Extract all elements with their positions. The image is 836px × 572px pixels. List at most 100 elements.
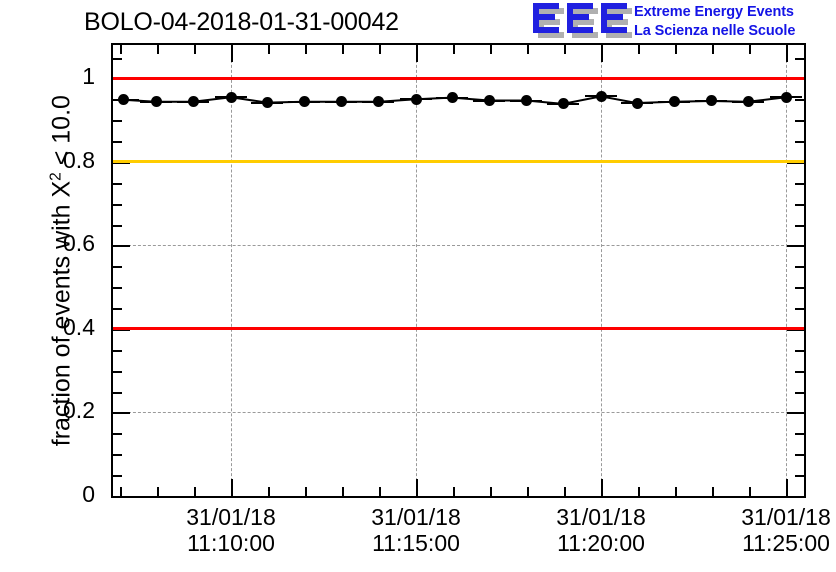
y-tick-label: 0.2: [63, 397, 95, 424]
y-minor-tick: [795, 266, 804, 269]
x-tick-label-date: 31/01/18: [186, 504, 276, 530]
y-minor-tick: [795, 349, 804, 352]
x-minor-tick: [305, 487, 307, 496]
x-tick-label: 31/01/18 11:15:00: [371, 504, 461, 556]
data-point: [631, 97, 643, 109]
data-point: [298, 96, 310, 108]
y-tick-label: 1: [82, 63, 95, 90]
series-line-0: [122, 95, 787, 105]
x-major-tick: [601, 479, 603, 496]
data-point: [335, 96, 347, 108]
y-tick-label: 0.6: [63, 230, 95, 257]
y-major-tick: [787, 245, 804, 248]
reference-line-lower-red-limit: [113, 327, 804, 331]
x-tick-label-time: 11:25:00: [742, 530, 830, 556]
y-minor-tick: [795, 120, 804, 123]
x-minor-tick: [120, 487, 122, 496]
x-tick-label-time: 11:10:00: [187, 530, 275, 556]
x-minor-tick: [120, 45, 122, 54]
x-minor-tick: [749, 45, 751, 54]
y-axis-title-wrap: fraction of events with X2 < 10.0: [30, 0, 75, 446]
y-minor-tick: [113, 182, 122, 185]
y-minor-tick: [795, 141, 804, 144]
data-point: [780, 91, 792, 103]
horizontal-gridline: [113, 412, 804, 414]
y-minor-tick: [113, 433, 122, 436]
x-minor-tick: [490, 45, 492, 54]
eee-logo-mark-icon: [533, 3, 632, 39]
y-minor-tick: [795, 475, 804, 478]
data-point: [595, 90, 607, 102]
y-minor-tick: [113, 141, 122, 144]
x-major-tick: [786, 45, 788, 62]
data-point: [150, 96, 162, 108]
data-point: [261, 97, 273, 109]
chart-title: BOLO-04-2018-01-31-00042: [84, 8, 399, 36]
plot-inner: [113, 45, 804, 496]
x-major-tick: [416, 45, 418, 62]
y-minor-tick: [795, 203, 804, 206]
y-minor-tick: [113, 391, 122, 394]
reference-line-yellow-warning-limit: [113, 160, 804, 164]
data-point: [483, 95, 495, 107]
x-minor-tick: [268, 45, 270, 54]
plot-area: [111, 43, 806, 498]
y-minor-tick: [113, 224, 122, 227]
x-minor-tick: [379, 45, 381, 54]
y-minor-tick: [113, 203, 122, 206]
x-minor-tick: [712, 487, 714, 496]
vertical-gridline: [786, 45, 787, 496]
x-major-tick: [231, 45, 233, 62]
y-minor-tick: [795, 99, 804, 102]
reference-line-upper-red-limit: [113, 76, 804, 80]
x-minor-tick: [712, 45, 714, 54]
data-point: [446, 92, 458, 104]
x-minor-tick: [305, 45, 307, 54]
x-tick-label-time: 11:20:00: [557, 530, 645, 556]
x-minor-tick: [564, 487, 566, 496]
x-minor-tick: [453, 487, 455, 496]
y-minor-tick: [795, 57, 804, 60]
y-minor-tick: [795, 182, 804, 185]
y-minor-tick: [113, 57, 122, 60]
vertical-gridline: [601, 45, 602, 496]
y-major-tick: [113, 412, 130, 415]
eee-letter-icon: [601, 3, 632, 38]
y-minor-tick: [113, 266, 122, 269]
x-minor-tick: [453, 45, 455, 54]
data-point: [225, 91, 237, 103]
y-tick-label: 0.4: [63, 313, 95, 340]
x-tick-label: 31/01/18 11:25:00: [741, 504, 831, 556]
x-minor-tick: [379, 487, 381, 496]
eee-logo-line1: Extreme Energy Events: [634, 4, 794, 20]
x-minor-tick: [527, 45, 529, 54]
x-minor-tick: [194, 45, 196, 54]
x-tick-label-date: 31/01/18: [556, 504, 646, 530]
y-minor-tick: [795, 287, 804, 290]
y-minor-tick: [113, 349, 122, 352]
y-axis-title-superscript: 2: [47, 172, 65, 181]
y-tick-label: 0: [82, 481, 95, 507]
x-tick-label: 31/01/18 11:20:00: [556, 504, 646, 556]
y-axis: fraction of events with X2 < 10.0 0 0.2 0.…: [0, 0, 103, 572]
x-minor-tick: [527, 487, 529, 496]
y-minor-tick: [113, 287, 122, 290]
y-tick-label: 0.8: [63, 146, 95, 173]
y-minor-tick: [113, 475, 122, 478]
x-minor-tick: [675, 45, 677, 54]
vertical-gridline: [231, 45, 232, 496]
y-minor-tick: [795, 391, 804, 394]
data-point: [410, 93, 422, 105]
data-point: [557, 98, 569, 110]
eee-logo: Extreme Energy Events La Scienza nelle S…: [533, 3, 833, 45]
data-point: [372, 96, 384, 108]
x-minor-tick: [268, 487, 270, 496]
x-minor-tick: [749, 487, 751, 496]
y-minor-tick: [113, 120, 122, 123]
y-major-tick: [787, 412, 804, 415]
y-minor-tick: [113, 454, 122, 457]
x-tick-label-date: 31/01/18: [741, 504, 831, 530]
x-minor-tick: [675, 487, 677, 496]
x-minor-tick: [638, 487, 640, 496]
